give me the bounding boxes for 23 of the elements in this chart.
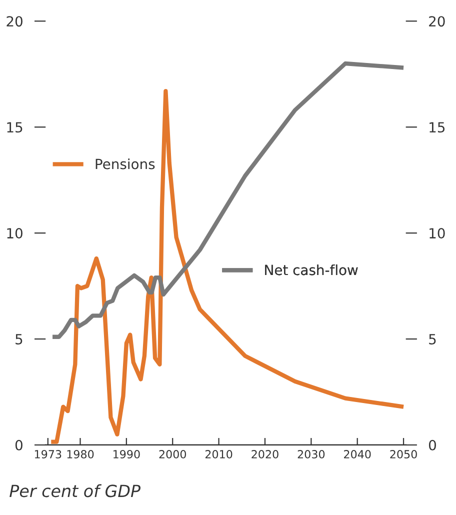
text: Per cent of GDP	[10, 484, 141, 498]
y2-tick-label: 10	[430, 228, 445, 239]
y2-tick-label: 20	[429, 16, 445, 27]
line-series	[49, 88, 406, 444]
y-tick-label: 5	[16, 334, 22, 344]
y-tick-label: 10	[7, 228, 22, 239]
x-tick-label: 2000	[159, 450, 186, 458]
x-tick-label: 2030	[298, 450, 325, 458]
legend-label: Net cash-flow	[265, 264, 358, 276]
x-tick-label: 1990	[114, 450, 140, 458]
x-tick-label: 2050	[390, 450, 417, 458]
x-tick-label: 1973	[34, 450, 62, 458]
legend-label: Pensions	[96, 158, 155, 170]
x-tick-label: 1980	[67, 450, 94, 458]
y2-tick-label: 15	[430, 122, 445, 133]
y2-tick-label: 0	[428, 440, 436, 450]
x-tick-label: 2040	[344, 450, 371, 458]
y-tick-label: 15	[7, 122, 22, 133]
y-tick-label: 0	[15, 440, 22, 450]
x-tick-label: 2010	[205, 450, 232, 458]
y2-tick-label: 5	[429, 334, 436, 344]
x-tick-label: 2020	[252, 450, 278, 458]
y-tick-label: 20	[6, 16, 22, 27]
